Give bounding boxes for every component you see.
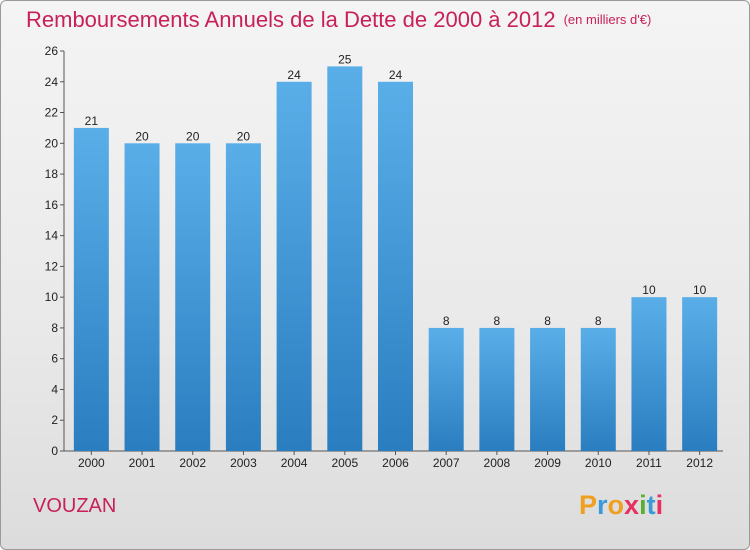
- logo-letter: r: [597, 490, 608, 520]
- data-label: 10: [642, 283, 656, 297]
- data-label: 24: [389, 68, 403, 82]
- bar: [428, 327, 464, 451]
- bar: [378, 81, 413, 452]
- chart-title-text: Remboursements Annuels de la Dette de 20…: [26, 7, 556, 32]
- bar: [124, 143, 160, 452]
- y-tick-label: 18: [45, 167, 59, 181]
- logo-letter: i: [655, 490, 664, 520]
- logo-letter: o: [607, 490, 625, 520]
- bars: [73, 66, 718, 452]
- x-tick-label: 2006: [382, 456, 409, 470]
- x-tick-label: 2004: [281, 456, 308, 470]
- y-tick-label: 6: [51, 352, 58, 366]
- y-tick-label: 2: [51, 413, 58, 427]
- y-tick-label: 12: [45, 259, 59, 273]
- y-tick-label: 16: [45, 198, 59, 212]
- y-tick-label: 14: [45, 229, 59, 243]
- data-label: 20: [186, 129, 200, 143]
- y-tick-label: 20: [45, 136, 59, 150]
- x-tick-label: 2005: [331, 456, 358, 470]
- y-tick-label: 4: [51, 382, 58, 396]
- x-tick-label: 2001: [129, 456, 156, 470]
- y-tick-label: 0: [51, 444, 58, 458]
- logo-letter: P: [579, 490, 598, 520]
- bar: [530, 327, 566, 451]
- x-tick-label: 2011: [636, 456, 662, 470]
- bar: [327, 66, 363, 451]
- data-label: 25: [338, 52, 352, 66]
- x-tick-label: 2008: [484, 456, 511, 470]
- proxiti-logo: Proxiti: [579, 490, 663, 521]
- bar: [479, 327, 515, 451]
- y-tick-label: 10: [45, 290, 59, 304]
- data-label: 8: [544, 314, 551, 328]
- data-label: 8: [595, 314, 602, 328]
- bar: [631, 297, 667, 451]
- x-tick-label: 2003: [230, 456, 257, 470]
- data-label: 21: [85, 114, 99, 128]
- data-label: 20: [237, 129, 251, 143]
- bar: [73, 127, 109, 451]
- x-tick-label: 2012: [686, 456, 713, 470]
- data-label: 10: [693, 283, 707, 297]
- y-tick-label: 24: [45, 75, 59, 89]
- data-label: 8: [443, 314, 450, 328]
- x-tick-label: 2010: [585, 456, 612, 470]
- bar: [682, 297, 718, 451]
- logo-letter: i: [639, 490, 647, 520]
- bar: [175, 143, 211, 452]
- x-tick-label: 2002: [179, 456, 206, 470]
- x-tick-label: 2009: [534, 456, 561, 470]
- x-tick-label: 2007: [433, 456, 460, 470]
- chart-title: Remboursements Annuels de la Dette de 20…: [26, 7, 651, 33]
- bar: [276, 81, 312, 452]
- logo-letter: t: [646, 490, 656, 520]
- chart-unit: (en milliers d'€): [563, 12, 652, 27]
- data-label: 20: [135, 129, 149, 143]
- y-tick-label: 8: [51, 321, 58, 335]
- bar: [225, 143, 261, 452]
- data-label: 24: [287, 68, 301, 82]
- y-tick-label: 22: [45, 106, 59, 120]
- bar: [580, 327, 616, 451]
- city-name: VOUZAN: [33, 495, 117, 517]
- x-tick-label: 2000: [78, 456, 105, 470]
- y-tick-label: 26: [45, 44, 59, 58]
- logo-letter: x: [624, 490, 640, 520]
- data-label: 8: [494, 314, 501, 328]
- data-labels: 21 20 20 20 24 25 24 8 8 8 8 10 10: [85, 52, 707, 328]
